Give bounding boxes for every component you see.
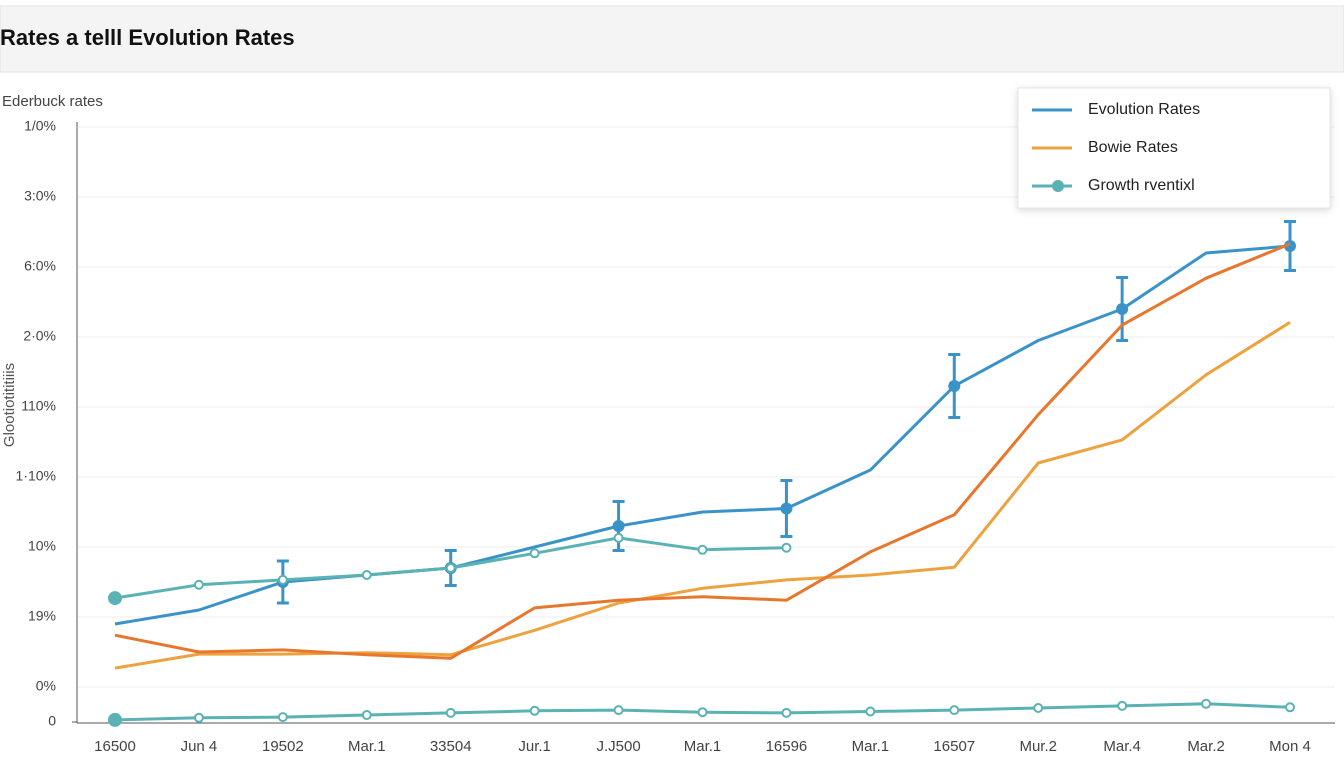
marker [948, 380, 961, 392]
marker [697, 707, 708, 718]
marker [108, 591, 122, 606]
series-line [114, 321, 1291, 670]
y-tick-label: 1/0% [24, 118, 56, 134]
y-axis-label: Glootiotititiiis [1, 363, 18, 447]
x-tick-label: 16507 [933, 738, 975, 755]
x-tick-label: J.J500 [596, 738, 640, 755]
marker [108, 712, 122, 727]
y-tick-label: 0% [36, 678, 56, 694]
y-tick-label: 0 [48, 713, 56, 729]
marker [193, 712, 204, 723]
x-tick-label: Mar.1 [852, 738, 890, 755]
marker [613, 705, 624, 716]
marker [361, 710, 372, 720]
legend-label: Evolution Rates [1088, 101, 1200, 118]
marker [1116, 303, 1129, 315]
x-tick-label: 16500 [94, 738, 136, 755]
y-tick-label: 2·0% [23, 328, 56, 344]
marker [781, 542, 792, 553]
marker [865, 706, 876, 717]
header-bar [0, 5, 1344, 73]
marker [949, 705, 960, 716]
legend-marker [1052, 180, 1064, 192]
legend-box [1017, 87, 1331, 209]
y-tick-label: 110% [21, 398, 56, 414]
marker [1285, 702, 1295, 713]
marker [529, 705, 540, 716]
legend: Evolution Rates Bowie Rates Growth rventix… [1017, 87, 1331, 209]
x-tick-label: Mar.4 [1103, 738, 1141, 755]
x-tick-label: Mur.2 [1019, 738, 1057, 755]
x-tick-label: Mon 4 [1269, 738, 1311, 755]
marker [277, 712, 288, 723]
marker [445, 707, 456, 718]
marker [361, 570, 372, 580]
x-tick-label: 33504 [430, 738, 472, 755]
y-tick-label: 19% [28, 608, 56, 624]
x-tick-label: Mar.2 [1187, 738, 1225, 755]
marker [781, 707, 792, 718]
x-tick-label: Mar.1 [348, 738, 386, 755]
x-tick-label: Jur.1 [518, 738, 551, 755]
marker [193, 579, 204, 590]
marker [1033, 703, 1044, 713]
chart-subtitle: Ederbuck rates [2, 93, 103, 110]
marker [780, 502, 793, 515]
marker [697, 544, 708, 555]
x-tick-label: Jun 4 [181, 738, 218, 755]
marker [1201, 698, 1212, 709]
legend-label: Growth rventixl [1088, 177, 1195, 194]
marker [277, 574, 288, 585]
marker [445, 563, 456, 573]
series-line [114, 244, 1291, 626]
legend-label: Bowie Rates [1088, 139, 1178, 156]
y-tick-label: 3:0% [24, 188, 56, 204]
marker [613, 532, 624, 543]
marker [612, 520, 625, 532]
y-tick-label: 10% [28, 538, 56, 554]
series-line [114, 242, 1291, 660]
marker [529, 548, 540, 559]
x-tick-label: 19502 [262, 738, 304, 755]
y-tick-label: 1·10% [16, 468, 56, 484]
chart-title: Rates a telll Evolution Rates [0, 25, 295, 50]
x-tick-label: Mar.1 [684, 738, 722, 755]
y-tick-label: 6:0% [24, 258, 56, 274]
marker [1284, 240, 1296, 252]
x-tick-label: 16596 [766, 738, 808, 755]
marker [1117, 700, 1128, 711]
